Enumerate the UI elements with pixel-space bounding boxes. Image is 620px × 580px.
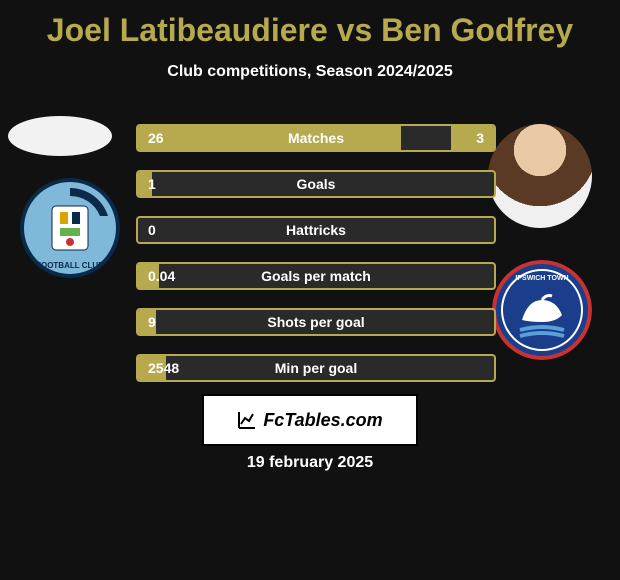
bar-left-value: 26 bbox=[148, 130, 164, 146]
bar-left-value: 2548 bbox=[148, 360, 179, 376]
bar-min-per-goal: 2548 Min per goal bbox=[136, 354, 496, 382]
chart-icon bbox=[237, 410, 257, 430]
coventry-city-crest-icon: FOOTBALL CLUB bbox=[20, 178, 120, 278]
player-right-avatar bbox=[488, 124, 592, 228]
bar-right-fill bbox=[451, 126, 494, 150]
bar-label: Min per goal bbox=[275, 360, 357, 376]
bar-label: Hattricks bbox=[286, 222, 346, 238]
bar-hattricks: 0 Hattricks bbox=[136, 216, 496, 244]
bar-left-fill bbox=[138, 126, 401, 150]
fctables-label: FcTables.com bbox=[263, 410, 382, 431]
comparison-bars: 26 Matches 3 1 Goals 0 Hattricks 0.04 Go… bbox=[136, 124, 496, 400]
bar-left-value: 0.04 bbox=[148, 268, 175, 284]
bar-label: Shots per goal bbox=[267, 314, 364, 330]
svg-text:FOOTBALL CLUB: FOOTBALL CLUB bbox=[36, 261, 104, 270]
bar-goals-per-match: 0.04 Goals per match bbox=[136, 262, 496, 290]
bar-matches: 26 Matches 3 bbox=[136, 124, 496, 152]
subtitle: Club competitions, Season 2024/2025 bbox=[0, 63, 620, 81]
bar-label: Matches bbox=[288, 130, 344, 146]
bar-label: Goals bbox=[297, 176, 336, 192]
bar-right-value: 3 bbox=[476, 130, 484, 146]
ipswich-town-crest-icon: IPSWICH TOWN bbox=[492, 260, 592, 360]
footer-date: 19 february 2025 bbox=[247, 454, 373, 472]
bar-left-value: 1 bbox=[148, 176, 156, 192]
bar-left-value: 0 bbox=[148, 222, 156, 238]
fctables-badge: FcTables.com bbox=[202, 394, 418, 446]
page-title: Joel Latibeaudiere vs Ben Godfrey bbox=[0, 0, 620, 49]
bar-left-value: 9 bbox=[148, 314, 156, 330]
bar-goals: 1 Goals bbox=[136, 170, 496, 198]
bar-shots-per-goal: 9 Shots per goal bbox=[136, 308, 496, 336]
bar-label: Goals per match bbox=[261, 268, 371, 284]
svg-text:IPSWICH TOWN: IPSWICH TOWN bbox=[515, 275, 568, 282]
player-left-avatar bbox=[8, 116, 112, 156]
